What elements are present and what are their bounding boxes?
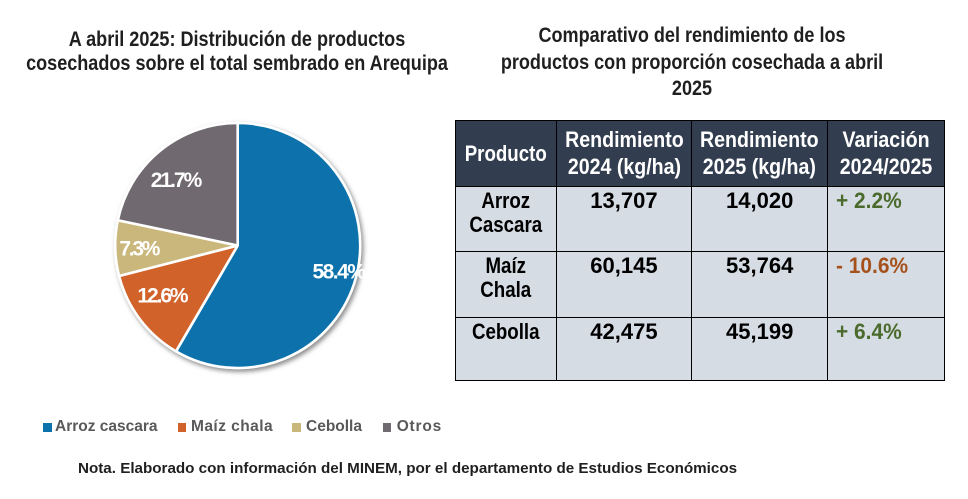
svg-text:58.4%: 58.4% — [312, 261, 366, 284]
svg-text:21.7%: 21.7% — [151, 169, 203, 192]
svg-text:12.6%: 12.6% — [137, 285, 189, 308]
svg-text:7.3%: 7.3% — [119, 237, 160, 260]
